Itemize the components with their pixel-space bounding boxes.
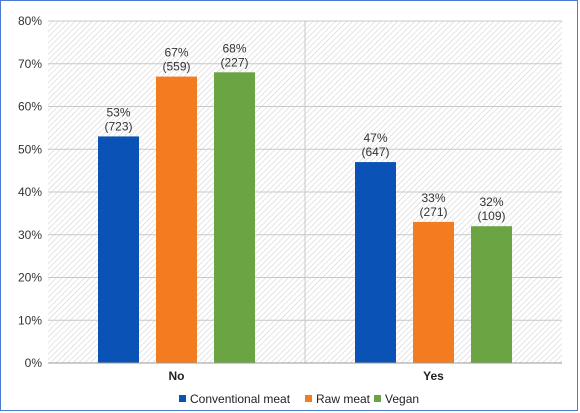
y-tick-label: 70% [18, 57, 42, 71]
x-category-label: Yes [423, 369, 444, 383]
data-label-count: (559) [162, 60, 190, 74]
data-label-count: (647) [361, 145, 389, 159]
data-label-percent: 67% [164, 46, 188, 60]
bar-vegan-no [214, 72, 255, 364]
data-label-percent: 53% [106, 105, 130, 119]
y-tick-label: 40% [18, 185, 42, 199]
bar-raw-meat-yes [413, 221, 454, 363]
x-axis: No Yes [169, 369, 445, 383]
y-tick-label: 20% [18, 271, 42, 285]
data-label-percent: 47% [363, 131, 387, 145]
y-tick-label: 50% [18, 142, 42, 156]
y-tick-label: 0% [25, 356, 43, 370]
legend: Conventional meat Raw meat Vegan [179, 392, 419, 406]
data-label-count: (723) [104, 119, 132, 133]
x-category-label: No [169, 369, 185, 383]
data-label-count: (271) [419, 205, 447, 219]
y-tick-label: 60% [18, 100, 42, 114]
legend-swatch [305, 395, 312, 402]
data-label-count: (109) [477, 209, 505, 223]
legend-swatch [179, 395, 186, 402]
legend-label: Conventional meat [190, 392, 291, 406]
y-tick-label: 10% [18, 313, 42, 327]
bar-conventional-meat-no [98, 136, 139, 363]
legend-label: Raw meat [316, 392, 371, 406]
bar-raw-meat-no [156, 76, 197, 363]
data-label-percent: 68% [222, 41, 246, 55]
data-label-percent: 33% [421, 191, 445, 205]
legend-swatch [374, 395, 381, 402]
bar-conventional-meat-yes [355, 162, 396, 363]
data-label-count: (227) [220, 55, 248, 69]
y-tick-label: 80% [18, 14, 42, 28]
y-axis: 0% 10% 20% 30% 40% 50% 60% 70% 80% [18, 14, 42, 370]
legend-label: Vegan [385, 392, 419, 406]
data-label-percent: 32% [479, 195, 503, 209]
bar-vegan-yes [471, 226, 512, 363]
y-tick-label: 30% [18, 228, 42, 242]
bars-group: 53%(723) 67%(559) 68%(227) 47%(647) 33%(271)… [48, 41, 562, 364]
